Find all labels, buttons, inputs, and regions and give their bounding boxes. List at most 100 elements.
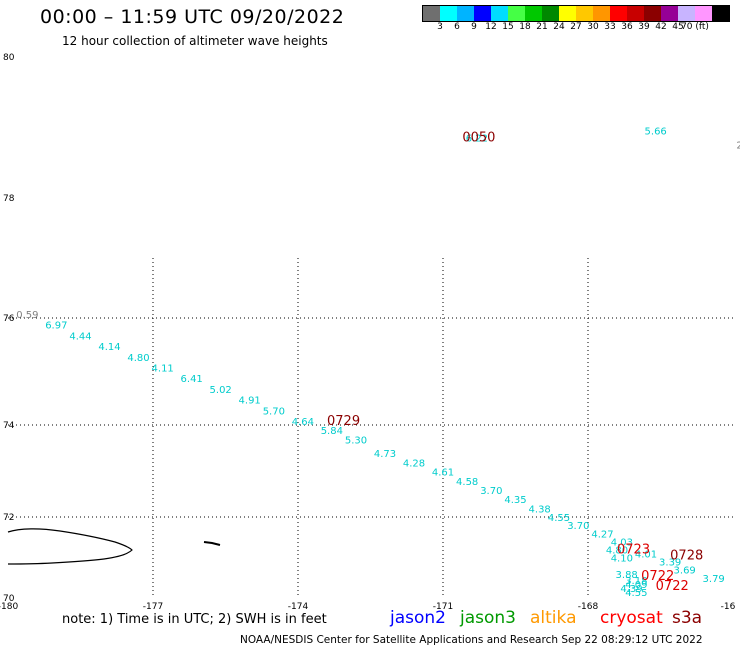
map-grid xyxy=(8,258,733,598)
wave-height-label: 4.61 xyxy=(432,468,454,479)
colorbar-swatch xyxy=(559,6,576,21)
colorbar-label: 27 xyxy=(570,22,582,32)
wave-height-label: 4.35 xyxy=(504,495,526,506)
longitude-tick-label: -168 xyxy=(578,602,599,612)
colorbar-label: 24 xyxy=(553,22,565,32)
colorbar-labels: 3 6 9 12 15 18 21 24 27 30 33 36 39 42 45 70 (ft) xyxy=(422,22,740,36)
wave-height-label: 3.88 xyxy=(616,570,638,581)
wave-height-label: 4.27 xyxy=(591,529,613,540)
wave-height-label: 4.44 xyxy=(69,331,91,342)
colorbar-swatch xyxy=(644,6,661,21)
wave-height-label: 3.69 xyxy=(674,566,696,577)
wave-height-label: 4.64 xyxy=(292,417,314,428)
colorbar-swatch xyxy=(576,6,593,21)
legend-item-jason3: jason3 xyxy=(460,608,516,628)
wave-height-label: 5.30 xyxy=(345,435,367,446)
colorbar-label: 33 xyxy=(604,22,616,32)
map-subtitle: 12 hour collection of altimeter wave hei… xyxy=(62,34,328,48)
legend-item-altika: altika xyxy=(530,608,577,628)
colorbar-label: 15 xyxy=(502,22,514,32)
wave-height-label: 4.01 xyxy=(635,550,657,561)
longitude-tick-label: -174 xyxy=(288,602,309,612)
wave-height-label: 3.70 xyxy=(480,486,502,497)
wave-height-label: 4.91 xyxy=(239,396,261,407)
colorbar-label: 39 xyxy=(638,22,650,32)
latitude-tick-label: 70 xyxy=(3,594,15,604)
wave-height-label: 3.18 xyxy=(625,576,647,587)
wave-height-label: 5.02 xyxy=(210,385,232,396)
colorbar-label: 45 xyxy=(672,22,684,32)
colorbar-swatch xyxy=(423,6,440,21)
wave-height-label: 4.14 xyxy=(98,342,120,353)
wave-height-label: 4.80 xyxy=(606,545,628,556)
colorbar-swatch xyxy=(712,6,729,21)
wave-height-label: 6.97 xyxy=(45,321,67,332)
coastline xyxy=(7,528,221,565)
colorbar-swatch xyxy=(491,6,508,21)
latitude-tick-label: 76 xyxy=(3,314,15,324)
wave-height-label: 6.41 xyxy=(181,374,203,385)
pass-time-label: 0722 xyxy=(641,569,674,584)
wave-height-label: 4.58 xyxy=(456,477,478,488)
colorbar-label: 18 xyxy=(519,22,531,32)
wave-height-label: 6.22 xyxy=(466,134,488,145)
colorbar-swatch xyxy=(508,6,525,21)
pass-time-label: 0723 xyxy=(617,542,650,557)
wave-height-label: 4.11 xyxy=(152,364,174,375)
pass-time-label: 0728 xyxy=(670,549,703,564)
colorbar-label: 70 (ft) xyxy=(681,22,709,32)
wave-height-label: 4.55 xyxy=(625,588,647,599)
wave-height-label: 4.09 xyxy=(625,580,647,591)
latitude-tick-label: 78 xyxy=(3,194,15,204)
colorbar-label: 9 xyxy=(471,22,477,32)
colorbar xyxy=(422,5,730,22)
colorbar-label: 42 xyxy=(655,22,667,32)
wave-height-label: 4.10 xyxy=(611,554,633,565)
pass-time-label: 0729 xyxy=(327,414,360,429)
colorbar-label: 3 xyxy=(437,22,443,32)
wave-height-label: 4.28 xyxy=(403,458,425,469)
colorbar-swatch xyxy=(593,6,610,21)
wave-height-label: 3.70 xyxy=(567,521,589,532)
colorbar-label: 12 xyxy=(485,22,497,32)
legend-item-s3a: s3a xyxy=(672,608,703,628)
colorbar-label: 30 xyxy=(587,22,599,32)
longitude-tick-label: -16 xyxy=(721,602,736,612)
colorbar-swatch xyxy=(525,6,542,21)
colorbar-swatch xyxy=(440,6,457,21)
colorbar-swatch xyxy=(474,6,491,21)
wave-height-label: 5.84 xyxy=(321,426,343,437)
colorbar-label: 21 xyxy=(536,22,548,32)
colorbar-swatch xyxy=(695,6,712,21)
colorbar-swatch xyxy=(678,6,695,21)
credit-line: NOAA/NESDIS Center for Satellite Applica… xyxy=(240,634,703,646)
wave-height-label: 2.65 xyxy=(736,141,740,152)
colorbar-swatch xyxy=(627,6,644,21)
pass-time-labels: 0050072907230728072207220727 xyxy=(327,131,703,594)
pass-time-label: 0722 xyxy=(656,579,689,594)
wave-height-label: 4.73 xyxy=(374,449,396,460)
wave-height-label: 4.38 xyxy=(529,504,551,515)
footer-note: note: 1) Time is in UTC; 2) SWH is in fe… xyxy=(62,612,327,627)
island-coastline xyxy=(203,541,221,546)
colorbar-label: 36 xyxy=(621,22,633,32)
wave-height-label: 5.70 xyxy=(263,406,285,417)
wave-height-label: 5.66 xyxy=(645,127,667,138)
wave-height-label: 3.39 xyxy=(659,558,681,569)
colorbar-swatch xyxy=(542,6,559,21)
colorbar-swatch xyxy=(661,6,678,21)
wave-height-label: 4.39 xyxy=(620,584,642,595)
wave-height-label: 0.59 xyxy=(16,310,38,321)
latitude-tick-label: 72 xyxy=(3,513,14,523)
map-title: 00:00 – 11:59 UTC 09/20/2022 xyxy=(40,6,345,28)
alaska-coastline xyxy=(7,528,133,565)
colorbar-swatch xyxy=(610,6,627,21)
wave-height-label: 4.03 xyxy=(611,537,633,548)
longitude-tick-label: -171 xyxy=(433,602,453,612)
axis-ticks: -180 -177 -174 -171 -168 -16 80 78 76 74 72 70 xyxy=(0,53,736,612)
legend-item-cryosat: cryosat xyxy=(600,608,663,628)
colorbar-swatch xyxy=(457,6,474,21)
latitude-tick-label: 80 xyxy=(3,53,15,63)
latitude-tick-label: 74 xyxy=(3,421,15,431)
colorbar-label: 6 xyxy=(454,22,460,32)
